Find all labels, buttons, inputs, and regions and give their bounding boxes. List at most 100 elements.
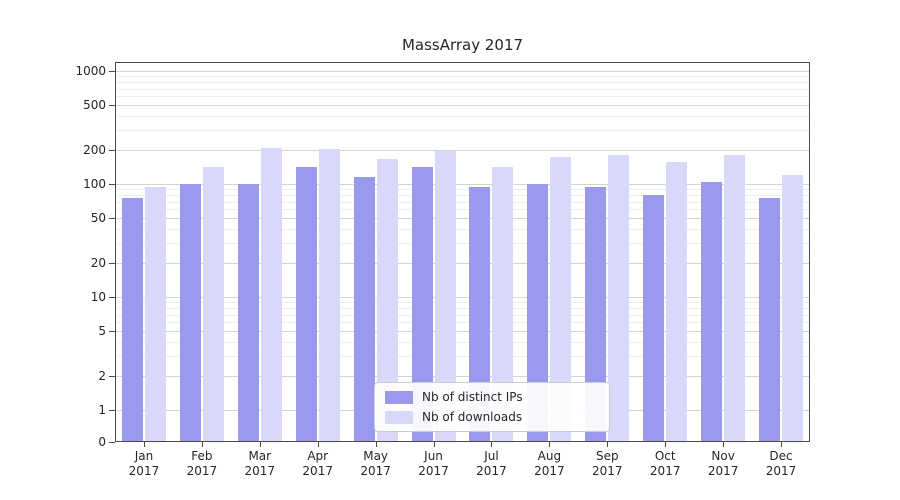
x-tick-mark <box>201 442 203 447</box>
x-tick-label: Jun 2017 <box>404 449 464 479</box>
major-gridline <box>116 105 809 107</box>
x-tick-label-line: Oct <box>654 449 676 463</box>
bar-distinct-ips <box>643 194 665 441</box>
y-tick-mark <box>109 262 115 264</box>
y-tick-label: 100 <box>83 177 106 191</box>
bar-downloads <box>608 155 630 441</box>
bar-downloads <box>782 175 804 441</box>
chart-title: MassArray 2017 <box>401 36 524 54</box>
major-gridline <box>116 331 809 333</box>
x-tick-label-line: 2017 <box>649 464 681 478</box>
legend-label-distinct-ips: Nb of distinct IPs <box>422 390 523 404</box>
bar-downloads <box>724 155 746 441</box>
x-tick-label-line: 2017 <box>707 464 739 478</box>
minor-gridline <box>116 228 809 230</box>
minor-gridline <box>116 194 809 196</box>
y-tick-mark <box>109 105 115 107</box>
x-tick-label-line: Dec <box>769 449 793 463</box>
legend-entry-downloads: Nb of downloads <box>385 410 599 424</box>
y-tick-mark <box>109 375 115 377</box>
bar-downloads <box>666 162 688 441</box>
bar-downloads <box>144 186 166 441</box>
legend-label-downloads: Nb of downloads <box>422 410 523 424</box>
x-tick-label-line: 2017 <box>592 464 623 478</box>
x-tick-mark <box>143 442 145 447</box>
x-tick-mark <box>549 442 551 447</box>
y-tick-label: 5 <box>98 324 106 339</box>
bar-distinct-ips <box>759 198 781 441</box>
x-tick-label: Jul 2017 <box>461 449 521 479</box>
minor-gridline <box>116 76 809 78</box>
minor-gridline <box>116 96 809 98</box>
minor-gridline <box>116 341 809 343</box>
bar-downloads <box>202 167 224 441</box>
minor-gridline <box>116 209 809 211</box>
x-tick-label: Jan 2017 <box>114 449 174 479</box>
x-tick-label-line: Sep <box>595 449 619 463</box>
x-tick-label-line: Jan <box>134 449 154 463</box>
y-tick-label: 200 <box>83 142 106 157</box>
minor-gridline <box>116 201 809 203</box>
y-tick-mark <box>109 218 115 220</box>
minor-gridline <box>116 356 809 358</box>
minor-gridline <box>116 302 809 304</box>
y-tick-mark <box>109 442 115 443</box>
bar-distinct-ips <box>121 198 143 441</box>
x-tick-label-line: Mar <box>248 449 272 463</box>
x-tick-label-line: 2017 <box>534 464 565 478</box>
bar-distinct-ips <box>527 184 549 441</box>
y-tick-label: 50 <box>90 211 106 226</box>
y-tick-mark <box>109 297 115 298</box>
y-tick-mark <box>109 71 115 72</box>
bar-downloads <box>318 148 340 441</box>
y-tick-label: 1 <box>98 403 106 417</box>
legend: Nb of distinct IPs Nb of downloads <box>374 382 610 432</box>
major-gridline <box>116 262 809 264</box>
x-tick-label-line: May <box>363 449 389 463</box>
major-gridline <box>116 71 809 72</box>
x-tick-mark <box>433 442 435 447</box>
y-tick-label: 2 <box>98 368 106 383</box>
x-tick-label-line: Jun <box>424 449 443 463</box>
bar-distinct-ips <box>237 184 259 441</box>
x-tick-mark <box>607 442 609 447</box>
x-tick-label-line: 2017 <box>128 464 160 478</box>
x-tick-mark <box>491 442 493 447</box>
x-tick-mark <box>259 442 261 447</box>
bar-distinct-ips <box>295 167 317 441</box>
major-gridline <box>116 149 809 151</box>
x-tick-mark <box>723 442 725 447</box>
bar-distinct-ips <box>179 184 201 441</box>
minor-gridline <box>116 322 809 324</box>
bar-distinct-ips <box>701 181 723 441</box>
x-tick-label-line: 2017 <box>302 464 333 478</box>
x-tick-label-line: Nov <box>711 449 735 463</box>
minor-gridline <box>116 314 809 316</box>
x-tick-label: Mar 2017 <box>230 449 290 479</box>
x-tick-label-line: 2017 <box>360 464 391 478</box>
x-tick-label-line: Jul <box>484 449 499 463</box>
x-tick-label-line: 2017 <box>476 464 507 478</box>
legend-entry-distinct-ips: Nb of distinct IPs <box>385 390 599 404</box>
x-tick-label-line: Aug <box>537 449 562 463</box>
minor-gridline <box>116 115 809 117</box>
x-tick-label: Aug 2017 <box>519 449 579 479</box>
x-tick-label: Dec 2017 <box>751 449 811 479</box>
major-gridline <box>116 218 809 220</box>
bar-distinct-ips <box>353 177 375 441</box>
x-tick-mark <box>781 442 783 447</box>
plot-area: Nb of distinct IPs Nb of downloads <box>115 62 810 442</box>
minor-gridline <box>116 307 809 309</box>
bar-downloads <box>492 167 514 441</box>
bar-downloads <box>550 156 572 441</box>
x-tick-mark <box>317 442 319 447</box>
x-tick-label-line: 2017 <box>765 464 797 478</box>
x-tick-label-line: Apr <box>307 449 329 463</box>
bar-downloads <box>434 151 456 441</box>
bar-distinct-ips <box>469 186 491 441</box>
y-tick-label: 10 <box>90 290 106 304</box>
x-tick-label: Sep 2017 <box>577 449 637 479</box>
minor-gridline <box>116 243 809 245</box>
bar-downloads <box>376 159 398 441</box>
